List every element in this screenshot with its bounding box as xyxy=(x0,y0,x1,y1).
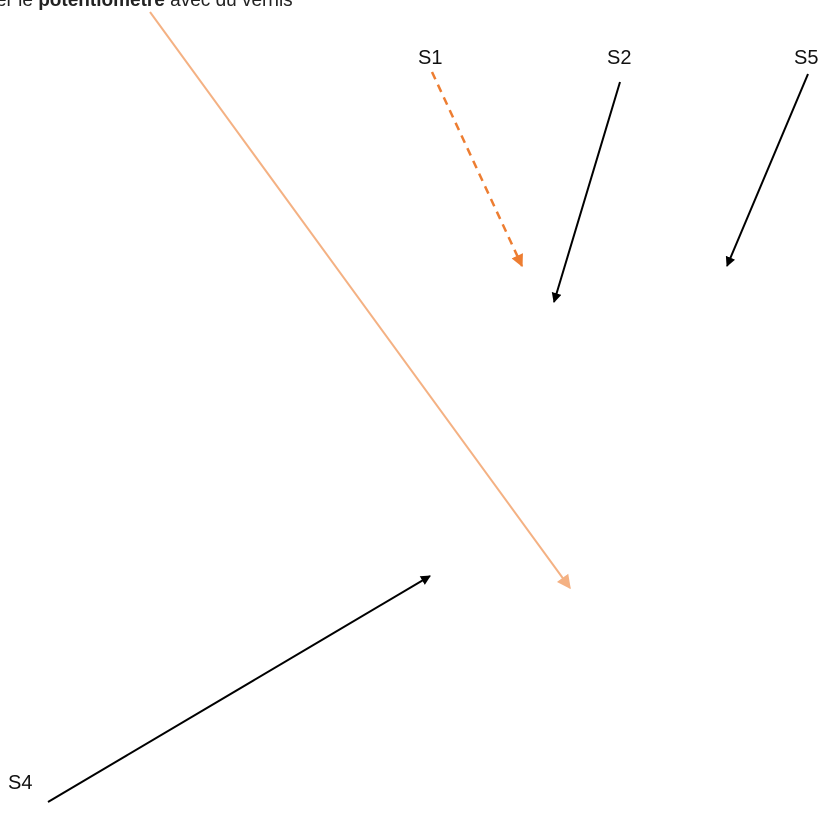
caption-prefix: liser le xyxy=(0,0,33,11)
label-s1: S1 xyxy=(418,47,443,69)
s2-arrow xyxy=(551,81,621,303)
s5-arrow xyxy=(725,73,809,267)
label-s2: S2 xyxy=(607,47,632,69)
s1-arrow xyxy=(430,71,524,268)
label-s4: S4 xyxy=(8,772,33,794)
instruction-caption: liser le potentiomètre avec du vernis xyxy=(0,0,293,12)
caption-bold-term: potentiomètre xyxy=(38,0,165,11)
label-s5: S5 xyxy=(794,47,819,69)
s4-arrow xyxy=(47,575,431,803)
caption-pointer-arrow xyxy=(149,11,571,590)
caption-suffix: avec du vernis xyxy=(164,0,293,11)
